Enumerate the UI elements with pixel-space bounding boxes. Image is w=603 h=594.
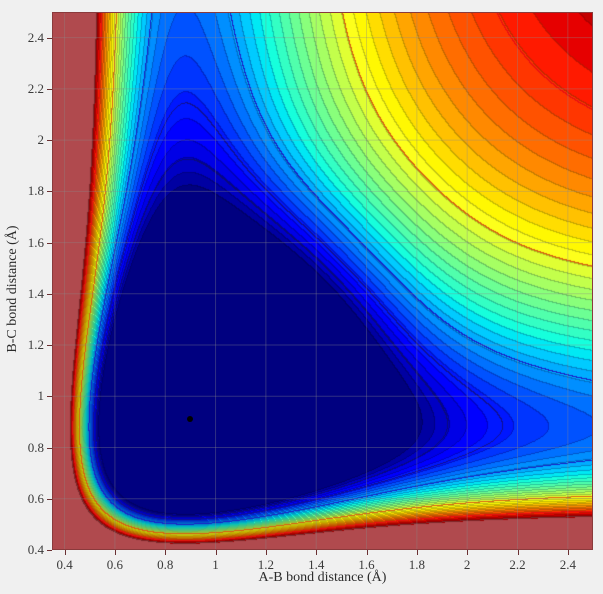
y-tick-label: 1.2 — [27, 337, 44, 353]
x-tick-mark — [366, 550, 368, 555]
x-tick-mark — [265, 550, 267, 555]
x-tick-label: 2 — [463, 557, 471, 572]
x-tick-label: 2.4 — [559, 557, 576, 572]
potential-energy-surface — [52, 12, 593, 550]
marker-layer — [52, 12, 593, 550]
x-tick-label: 0.6 — [106, 557, 124, 572]
x-tick-label: 1.4 — [308, 557, 325, 572]
x-axis-label: A-B bond distance (Å) — [258, 570, 387, 585]
x-tick-label: 1.8 — [408, 557, 425, 572]
y-tick-label: 2 — [37, 132, 45, 148]
y-tick-mark — [47, 140, 52, 142]
x-tick-label: 2.2 — [509, 557, 526, 572]
y-tick-label: 1 — [37, 388, 45, 404]
x-tick-mark — [165, 550, 167, 555]
y-tick-mark — [47, 550, 52, 551]
y-axis-label: B-C bond distance (Å) — [5, 225, 20, 353]
saddle-point-marker — [187, 416, 194, 423]
y-tick-label: 2.4 — [27, 29, 44, 45]
y-tick-mark — [47, 396, 52, 398]
y-tick-label: 2.2 — [27, 80, 44, 96]
y-tick-label: 1.4 — [27, 285, 44, 301]
x-tick-mark — [467, 550, 469, 555]
y-tick-mark — [47, 37, 52, 39]
y-tick-mark — [47, 88, 52, 90]
x-tick-mark — [316, 550, 318, 555]
y-tick-label: 0.6 — [27, 490, 44, 506]
x-tick-mark — [517, 550, 519, 555]
x-tick-mark — [64, 550, 66, 555]
x-tick-label: 1.6 — [358, 557, 375, 572]
y-tick-mark — [47, 293, 52, 295]
y-tick-label: 0.8 — [27, 439, 44, 455]
grid-lines — [52, 12, 593, 550]
x-tick-label: 1 — [212, 557, 219, 572]
y-tick-mark — [47, 498, 52, 500]
y-tick-label: 1.6 — [27, 234, 44, 250]
x-tick-label: 0.4 — [56, 557, 73, 572]
plot-area[interactable] — [52, 12, 593, 550]
x-tick-mark — [215, 550, 217, 555]
x-tick-label: 1.2 — [257, 557, 274, 572]
y-tick-label: 1.8 — [27, 183, 44, 199]
x-tick-mark — [567, 550, 569, 555]
x-tick-mark — [114, 550, 116, 555]
x-tick-label: 0.8 — [157, 557, 174, 572]
y-tick-mark — [47, 191, 52, 193]
x-tick-mark — [416, 550, 418, 555]
y-tick-label: 0.4 — [27, 542, 44, 557]
y-tick-mark — [47, 447, 52, 449]
y-tick-mark — [47, 345, 52, 347]
y-tick-mark — [47, 242, 52, 244]
